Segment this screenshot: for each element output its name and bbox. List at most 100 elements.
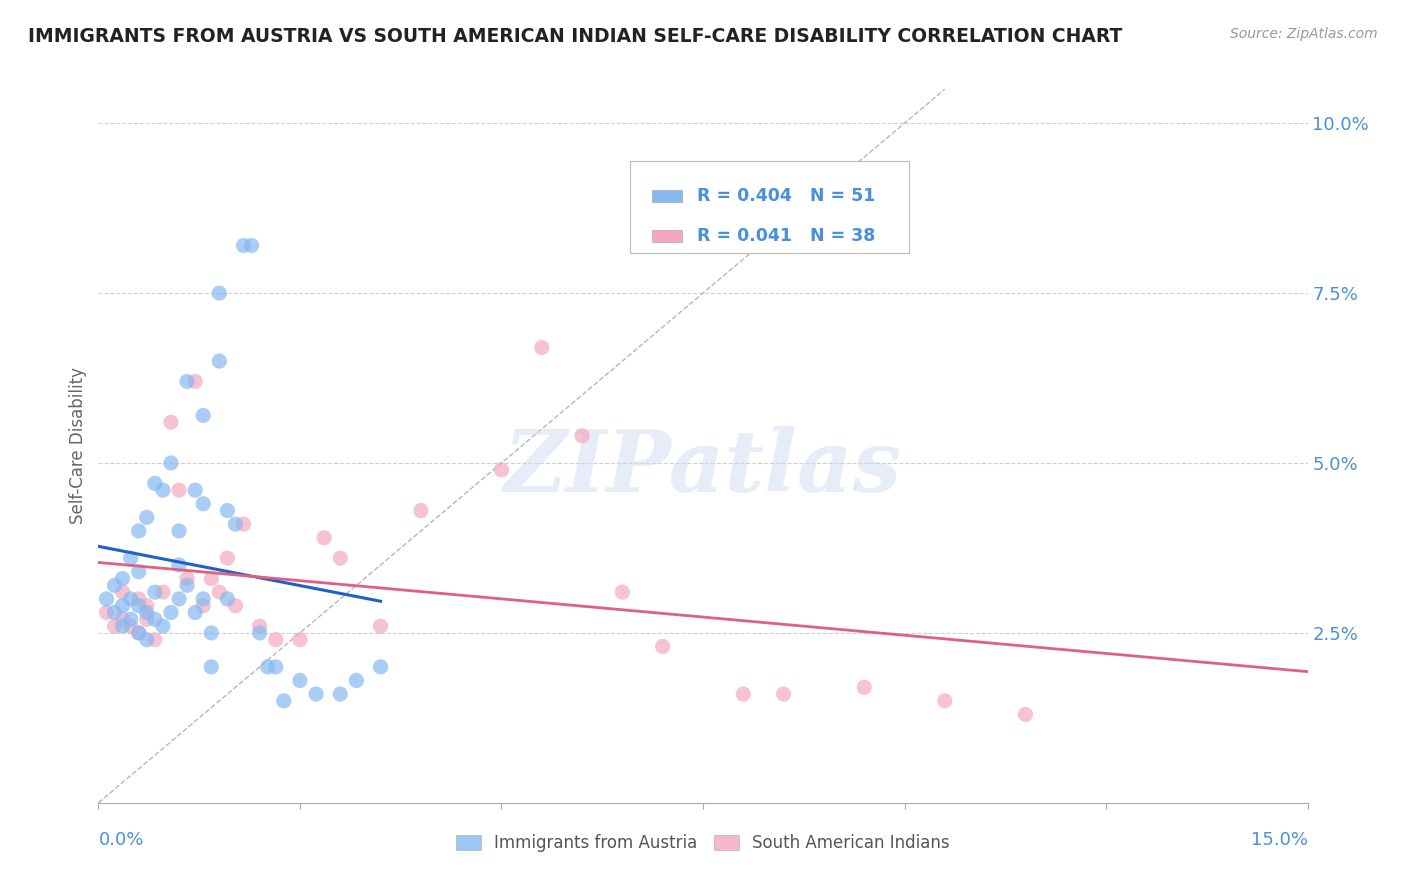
Point (120, 612, 142, 626)
Point (111, 612, 134, 626)
Point (120, 591, 142, 606)
Point (96, 606, 118, 620)
Text: 15.0%: 15.0% (1250, 831, 1308, 849)
Point (217, 551, 239, 566)
Text: R = 0.041   N = 38: R = 0.041 N = 38 (697, 227, 876, 245)
Point (329, 687, 352, 701)
Point (232, 238, 254, 252)
Point (176, 578, 198, 592)
Point (128, 591, 150, 606)
Point (160, 606, 183, 620)
Point (143, 476, 166, 491)
Point (329, 551, 352, 566)
Point (128, 626, 150, 640)
FancyBboxPatch shape (652, 230, 682, 243)
Point (176, 375, 198, 389)
FancyBboxPatch shape (652, 190, 682, 202)
Point (200, 660, 222, 674)
Point (160, 456, 183, 470)
Point (167, 524, 190, 538)
Point (264, 660, 287, 674)
Point (249, 619, 271, 633)
Point (128, 524, 150, 538)
Point (103, 606, 125, 620)
Point (370, 660, 392, 674)
Point (167, 558, 190, 572)
Point (135, 612, 157, 626)
Point (240, 238, 263, 252)
Point (128, 565, 150, 579)
Point (200, 626, 222, 640)
Point (96, 591, 118, 606)
Point (772, 687, 794, 701)
Point (217, 591, 239, 606)
Point (152, 483, 174, 498)
Point (208, 286, 231, 301)
Point (224, 599, 246, 613)
Point (128, 626, 150, 640)
Point (305, 687, 328, 701)
Text: IMMIGRANTS FROM AUSTRIA VS SOUTH AMERICAN INDIAN SELF-CARE DISABILITY CORRELATIO: IMMIGRANTS FROM AUSTRIA VS SOUTH AMERICA… (28, 27, 1122, 45)
Point (224, 517, 246, 532)
Point (571, 429, 593, 443)
Point (103, 619, 125, 633)
Point (193, 599, 215, 613)
Point (111, 585, 134, 599)
Point (176, 572, 198, 586)
Point (120, 551, 142, 566)
Point (273, 694, 295, 708)
Point (288, 673, 311, 688)
Point (249, 626, 271, 640)
Point (200, 572, 222, 586)
Point (135, 632, 157, 647)
Point (184, 606, 207, 620)
Point (128, 599, 150, 613)
Point (232, 517, 254, 532)
Point (135, 606, 157, 620)
Point (208, 354, 231, 368)
Point (160, 415, 183, 429)
Point (152, 585, 174, 599)
Point (853, 680, 876, 694)
Point (1014, 707, 1036, 722)
Point (370, 619, 392, 633)
Point (934, 694, 956, 708)
Point (288, 632, 311, 647)
Point (314, 531, 336, 545)
Point (184, 375, 207, 389)
Point (344, 673, 367, 688)
Point (193, 591, 215, 606)
Point (264, 632, 287, 647)
Point (193, 497, 215, 511)
Point (167, 591, 190, 606)
Text: Source: ZipAtlas.com: Source: ZipAtlas.com (1230, 27, 1378, 41)
Point (217, 503, 239, 517)
Point (530, 341, 553, 355)
Point (651, 640, 673, 654)
Point (491, 463, 513, 477)
Point (111, 619, 134, 633)
Point (120, 619, 142, 633)
Text: R = 0.404   N = 51: R = 0.404 N = 51 (697, 187, 876, 205)
Text: 0.0%: 0.0% (98, 831, 143, 849)
Y-axis label: Self-Care Disability: Self-Care Disability (69, 368, 87, 524)
Legend: Immigrants from Austria, South American Indians: Immigrants from Austria, South American … (450, 828, 956, 859)
Point (135, 510, 157, 524)
Point (167, 483, 190, 498)
FancyBboxPatch shape (630, 161, 908, 253)
Point (409, 503, 432, 517)
Point (103, 578, 125, 592)
Point (135, 599, 157, 613)
Text: ZIPatlas: ZIPatlas (503, 425, 903, 509)
Point (143, 612, 166, 626)
Point (143, 632, 166, 647)
Point (256, 660, 278, 674)
Point (111, 572, 134, 586)
Point (193, 409, 215, 423)
Point (733, 687, 755, 701)
Point (184, 483, 207, 498)
Point (208, 585, 231, 599)
Point (612, 585, 634, 599)
Point (152, 619, 174, 633)
Point (143, 585, 166, 599)
